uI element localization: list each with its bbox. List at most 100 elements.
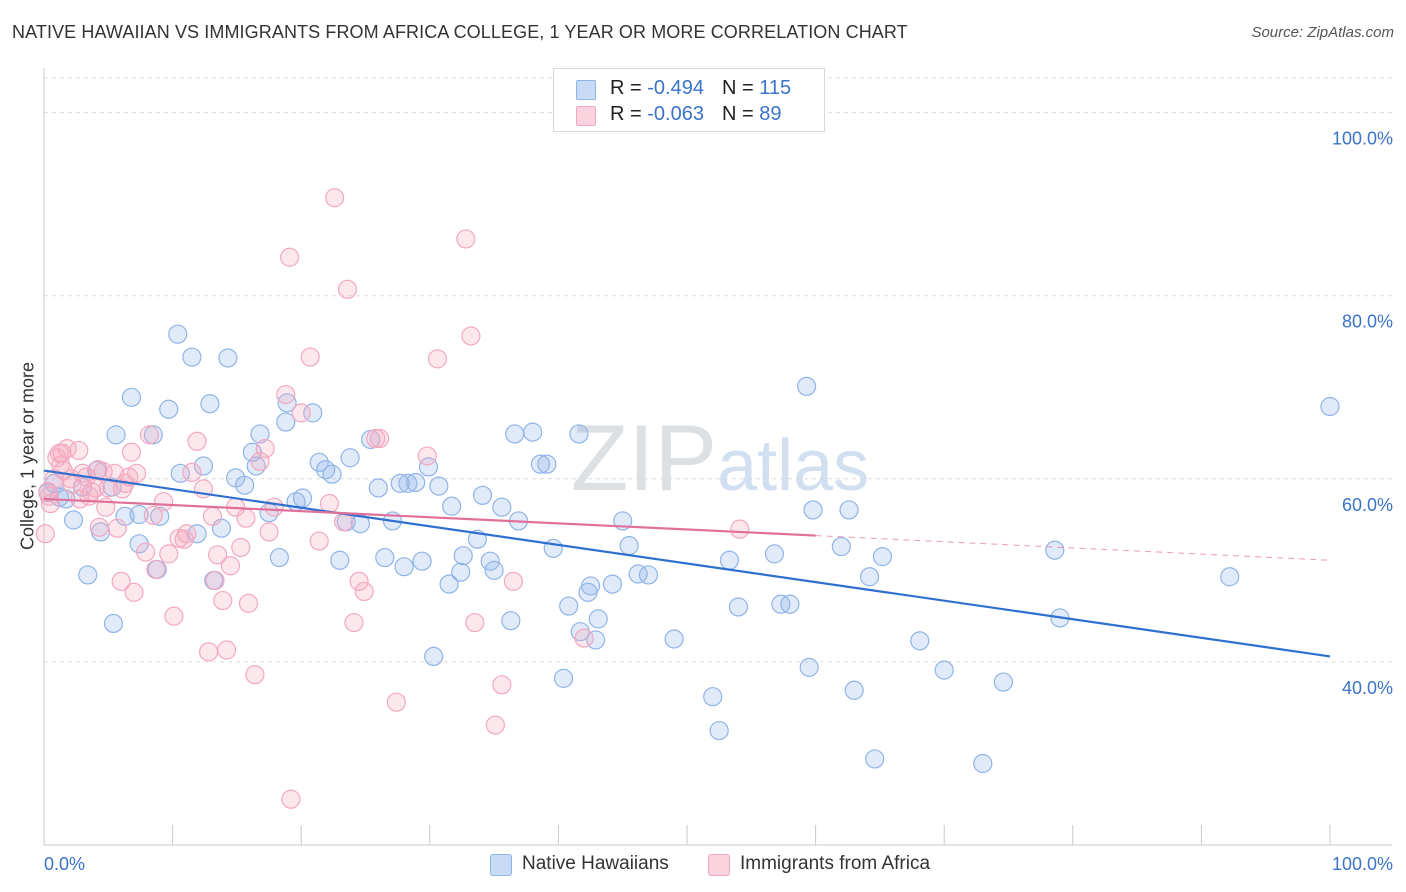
data-point-native-hawaiians — [330, 550, 350, 570]
data-point-native-hawaiians — [398, 473, 418, 493]
legend-swatch-pink — [576, 106, 596, 126]
data-point-native-hawaiians — [159, 399, 179, 419]
data-point-immigrants-from-africa — [208, 545, 228, 565]
axes — [43, 68, 1392, 846]
data-point-immigrants-from-africa — [386, 692, 406, 712]
legend-label: Immigrants from Africa — [740, 853, 931, 874]
data-point-immigrants-from-africa — [354, 581, 374, 602]
data-point-native-hawaiians — [63, 510, 84, 530]
data-point-native-hawaiians — [250, 424, 270, 444]
data-point-immigrants-from-africa — [146, 559, 166, 580]
data-point-immigrants-from-africa — [236, 508, 256, 528]
data-point-immigrants-from-africa — [35, 524, 55, 544]
data-point-native-hawaiians — [934, 660, 954, 680]
data-point-native-hawaiians — [429, 476, 449, 496]
tick-labels: 40.0% 60.0% 80.0% 100.0% 0.0% 100.0% — [44, 129, 1393, 874]
data-point-native-hawaiians — [993, 672, 1013, 692]
data-point-native-hawaiians — [580, 576, 601, 596]
data-point-native-hawaiians — [442, 496, 462, 516]
data-point-native-hawaiians — [424, 646, 444, 667]
source-label: Source: ZipAtlas.com — [1251, 24, 1394, 41]
data-point-immigrants-from-africa — [259, 522, 279, 542]
data-point-immigrants-from-africa — [492, 675, 512, 695]
data-point-native-hawaiians — [543, 538, 563, 558]
data-point-immigrants-from-africa — [300, 347, 320, 367]
data-point-native-hawaiians — [839, 500, 859, 520]
data-point-immigrants-from-africa — [281, 789, 301, 809]
y-tick-label: 40.0% — [1342, 678, 1393, 698]
data-point-immigrants-from-africa — [182, 462, 202, 483]
data-point-immigrants-from-africa — [177, 524, 197, 544]
watermark-zip: ZIP — [571, 405, 717, 510]
data-point-native-hawaiians — [799, 657, 819, 677]
data-point-immigrants-from-africa — [199, 642, 219, 662]
r-label: R = — [610, 77, 648, 99]
legend-swatch-blue — [490, 854, 512, 876]
data-point-native-hawaiians — [628, 564, 648, 584]
data-point-immigrants-from-africa — [213, 590, 233, 611]
data-point-native-hawaiians — [453, 546, 473, 566]
legend-swatch-blue — [576, 80, 596, 100]
data-point-native-hawaiians — [340, 448, 360, 468]
trend-line-native-hawaiians — [43, 469, 1331, 658]
data-point-native-hawaiians — [406, 472, 426, 493]
data-point-immigrants-from-africa — [121, 442, 142, 462]
data-point-immigrants-from-africa — [217, 640, 237, 660]
legend-text: R = -0.494 N = 115 — [610, 77, 791, 100]
data-point-immigrants-from-africa — [325, 188, 345, 208]
y-axis-label: College, 1 year or more — [17, 361, 38, 551]
data-point-native-hawaiians — [523, 422, 543, 442]
data-point-immigrants-from-africa — [153, 492, 174, 512]
data-point-native-hawaiians — [322, 464, 342, 484]
data-point-native-hawaiians — [103, 613, 124, 634]
y-tick-label: 100.0% — [1332, 129, 1393, 149]
r-value: -0.063 — [647, 103, 704, 125]
r-value: -0.494 — [647, 77, 704, 99]
legend-swatch-pink — [708, 854, 730, 876]
data-point-immigrants-from-africa — [164, 606, 184, 626]
data-point-immigrants-from-africa — [574, 628, 594, 648]
data-point-native-hawaiians — [505, 424, 525, 444]
data-point-immigrants-from-africa — [485, 715, 505, 735]
data-point-immigrants-from-africa — [107, 518, 127, 538]
data-point-native-hawaiians — [602, 574, 623, 594]
data-point-native-hawaiians — [619, 536, 639, 556]
data-point-native-hawaiians — [709, 720, 729, 741]
data-point-immigrants-from-africa — [39, 486, 59, 506]
legend-text: R = -0.063 N = 89 — [610, 103, 781, 126]
data-point-native-hawaiians — [292, 488, 313, 508]
data-point-native-hawaiians — [303, 403, 323, 423]
data-point-native-hawaiians — [588, 609, 608, 629]
data-point-native-hawaiians — [559, 596, 579, 616]
data-point-native-hawaiians — [193, 456, 214, 476]
data-point-immigrants-from-africa — [276, 384, 296, 405]
data-point-immigrants-from-africa — [40, 493, 61, 514]
chart-title: NATIVE HAWAIIAN VS IMMIGRANTS FROM AFRIC… — [12, 22, 908, 42]
data-point-native-hawaiians — [860, 567, 880, 587]
data-point-immigrants-from-africa — [126, 463, 147, 483]
x-tick-label: 0.0% — [44, 854, 85, 874]
data-point-native-hawaiians — [309, 452, 329, 472]
data-point-native-hawaiians — [121, 387, 142, 407]
data-point-native-hawaiians — [973, 753, 993, 774]
data-point-immigrants-from-africa — [69, 440, 89, 461]
data-point-native-hawaiians — [1320, 396, 1340, 417]
data-point-native-hawaiians — [368, 478, 388, 498]
n-label: N = — [721, 103, 760, 125]
data-point-immigrants-from-africa — [245, 665, 265, 685]
data-point-immigrants-from-africa — [220, 556, 241, 576]
data-point-native-hawaiians — [129, 504, 149, 525]
data-point-native-hawaiians — [218, 348, 238, 368]
data-point-immigrants-from-africa — [255, 438, 275, 459]
data-point-immigrants-from-africa — [111, 571, 131, 591]
y-tick-label: 80.0% — [1342, 312, 1393, 332]
data-point-native-hawaiians — [235, 475, 255, 495]
data-point-native-hawaiians — [492, 497, 512, 517]
data-point-native-hawaiians — [796, 376, 817, 396]
data-point-native-hawaiians — [412, 551, 432, 571]
data-point-immigrants-from-africa — [427, 349, 448, 369]
data-point-native-hawaiians — [168, 324, 188, 344]
y-tick-label: 60.0% — [1342, 495, 1393, 515]
grid-lines — [44, 77, 1392, 663]
data-point-immigrants-from-africa — [456, 229, 476, 249]
